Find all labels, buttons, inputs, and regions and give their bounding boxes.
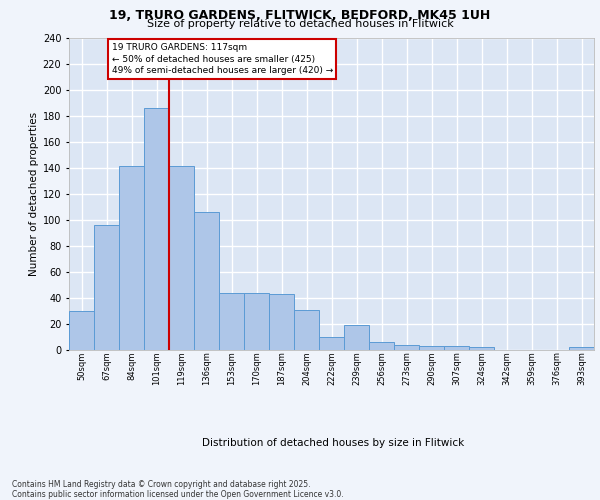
Bar: [444, 346, 469, 350]
Text: Distribution of detached houses by size in Flitwick: Distribution of detached houses by size …: [202, 438, 464, 448]
Text: 19, TRURO GARDENS, FLITWICK, BEDFORD, MK45 1UH: 19, TRURO GARDENS, FLITWICK, BEDFORD, MK…: [109, 9, 491, 22]
Bar: [269, 294, 294, 350]
Bar: [394, 345, 419, 350]
Bar: [244, 292, 269, 350]
Bar: [569, 348, 594, 350]
Bar: [119, 166, 144, 350]
Bar: [344, 326, 369, 350]
Y-axis label: Number of detached properties: Number of detached properties: [29, 112, 38, 276]
Text: Contains HM Land Registry data © Crown copyright and database right 2025.
Contai: Contains HM Land Registry data © Crown c…: [12, 480, 344, 499]
Bar: [69, 311, 94, 350]
Text: Size of property relative to detached houses in Flitwick: Size of property relative to detached ho…: [146, 19, 454, 29]
Bar: [194, 212, 219, 350]
Bar: [94, 225, 119, 350]
Bar: [469, 348, 494, 350]
Bar: [419, 346, 444, 350]
Bar: [319, 337, 344, 350]
Bar: [294, 310, 319, 350]
Bar: [144, 108, 169, 350]
Text: 19 TRURO GARDENS: 117sqm
← 50% of detached houses are smaller (425)
49% of semi-: 19 TRURO GARDENS: 117sqm ← 50% of detach…: [112, 42, 333, 76]
Bar: [169, 166, 194, 350]
Bar: [219, 292, 244, 350]
Bar: [369, 342, 394, 350]
